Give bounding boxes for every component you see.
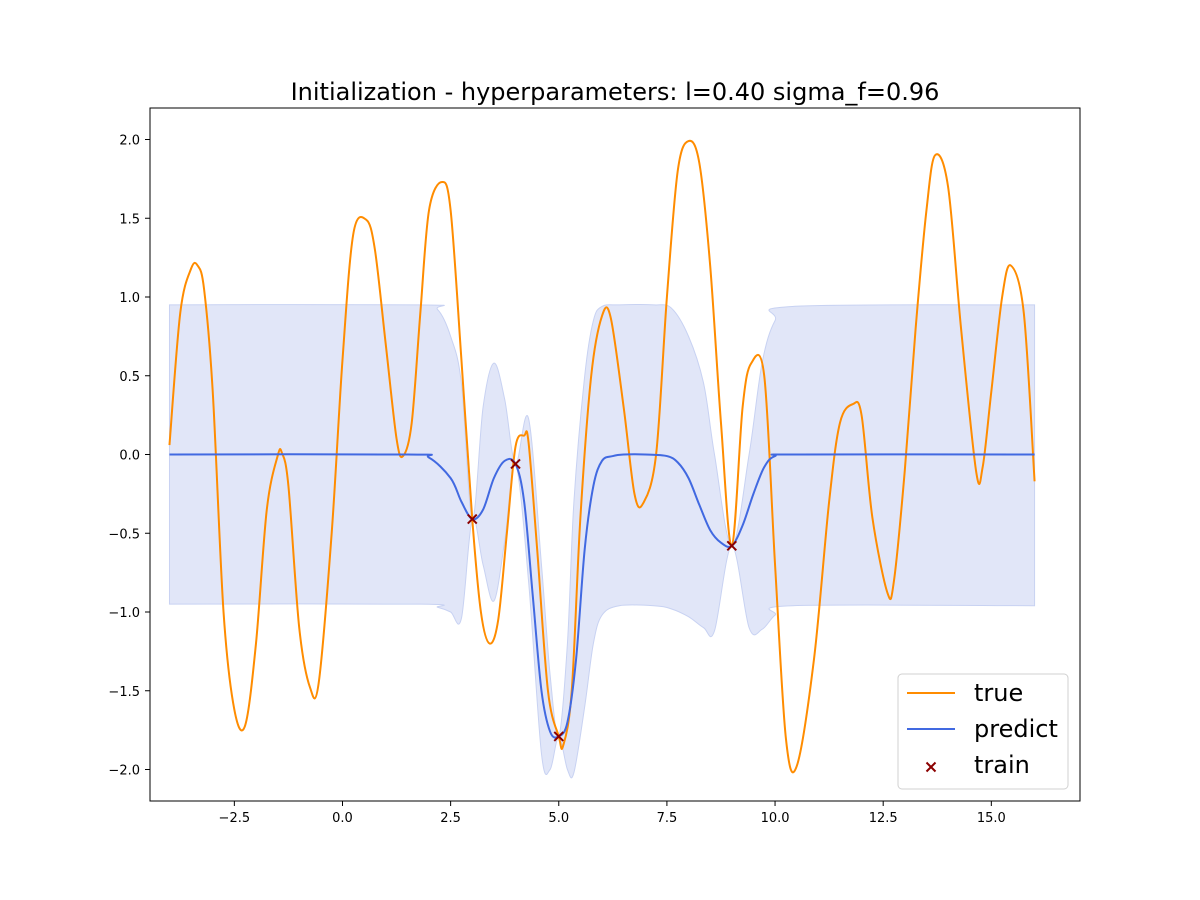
series-true-line [168, 139, 1036, 774]
y-tick-label: 2.0 [119, 134, 140, 149]
legend-predict-label: predict [974, 715, 1058, 743]
plot-area [168, 139, 1036, 779]
x-tick-label: 5.0 [548, 811, 569, 826]
legend: true predict train [897, 673, 1069, 790]
y-tick-label: 1.0 [119, 291, 140, 306]
train-point [467, 513, 478, 525]
legend-train-label: train [974, 751, 1030, 779]
train-point [726, 540, 737, 552]
legend-train-x [925, 761, 937, 773]
train-point [553, 731, 564, 742]
y-tick-label: 0.0 [119, 449, 140, 464]
y-tick-label: 1.5 [119, 212, 140, 227]
x-tick-label: 10.0 [761, 811, 790, 826]
chart-title: Initialization - hyperparameters: l=0.40… [291, 78, 940, 106]
y-tick-label: −1.5 [108, 685, 140, 700]
x-tick-label: −2.5 [219, 811, 251, 826]
legend-true-label: true [974, 679, 1023, 707]
x-tick-label: 15.0 [977, 811, 1006, 826]
y-tick-label: 0.5 [119, 370, 140, 385]
plot-frame [149, 107, 1081, 802]
x-tick-label: 2.5 [440, 811, 461, 826]
uncertainty-band [168, 304, 1036, 779]
x-axis: −2.5 0.0 2.5 5.0 7.5 10.0 12.5 15.0 [219, 801, 1006, 826]
y-tick-label: −2.0 [108, 764, 140, 779]
y-axis: −2.0 −1.5 −1.0 −0.5 0.0 0.5 1.0 1.5 2.0 [108, 134, 150, 779]
series-predict-line [169, 453, 1035, 739]
train-point [510, 458, 521, 470]
legend-box [897, 673, 1069, 790]
x-tick-label: 12.5 [869, 811, 898, 826]
legend-train-marker [925, 761, 937, 773]
y-tick-label: −0.5 [108, 527, 140, 542]
x-tick-label: 7.5 [657, 811, 678, 826]
x-tick-label: 0.0 [332, 811, 353, 826]
y-tick-label: −1.0 [108, 606, 140, 621]
